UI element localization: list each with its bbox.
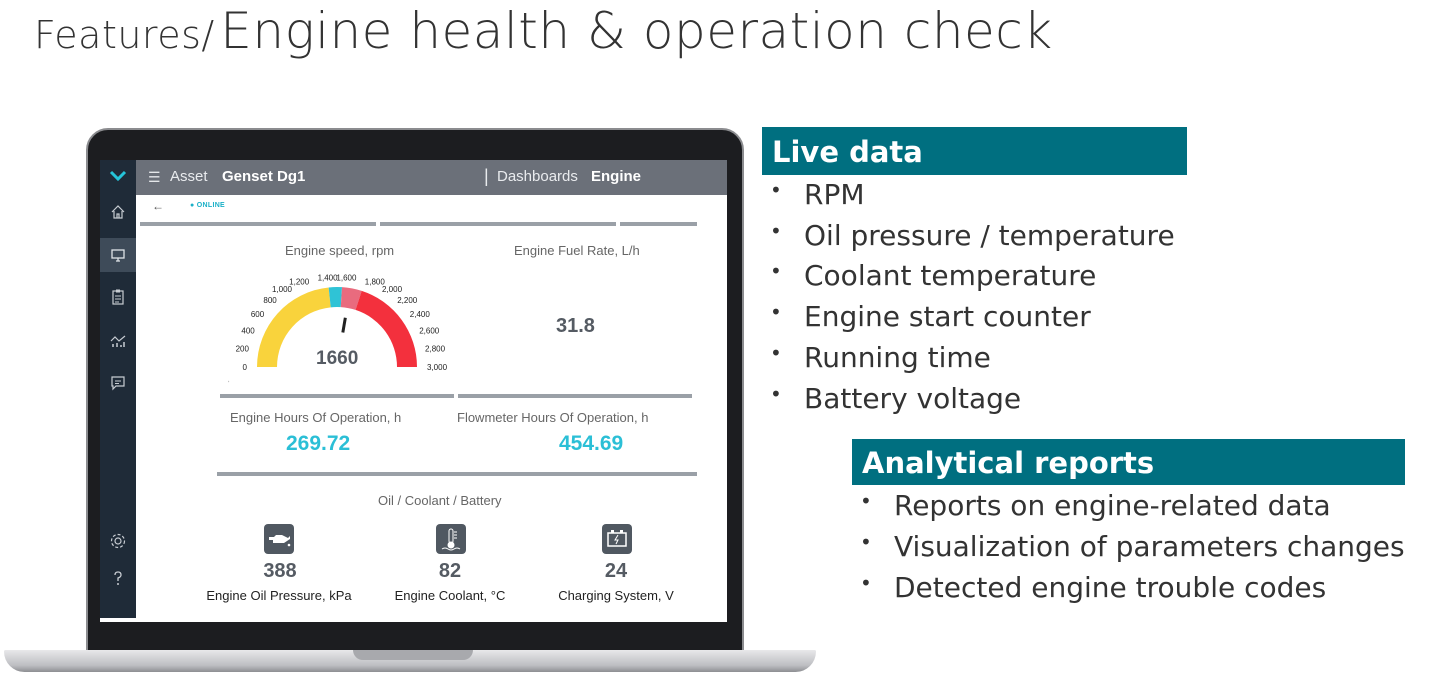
gauge-tick-label: 2,000 (382, 285, 403, 294)
dashboards-label: Dashboards (497, 168, 578, 185)
gauge-band (340, 287, 362, 310)
oil-pressure-value: 388 (263, 560, 297, 582)
list-item: Reports on engine-related data (894, 489, 1331, 522)
top-bar: ☰ Asset Genset Dg1 | Dashboards Engine (136, 160, 727, 195)
gauge-tick-label: 1,200 (289, 277, 310, 286)
sidebar (100, 160, 136, 618)
list-item: Running time (804, 341, 991, 374)
battery-icon (602, 524, 632, 554)
gauge-needle (341, 317, 347, 333)
engine-speed-title: Engine speed, rpm (285, 243, 395, 258)
divider (217, 472, 697, 476)
back-arrow-icon[interactable]: ← (152, 199, 164, 213)
laptop-base (4, 650, 816, 672)
title-prefix: Features/ (34, 13, 215, 57)
charging-label: Charging System, V (558, 588, 674, 603)
charging-value: 24 (604, 560, 628, 582)
coolant-value: 82 (438, 560, 462, 582)
gauge-tick-label: 1,400 (318, 273, 339, 282)
gauge-band (328, 287, 343, 308)
menu-icon[interactable]: ☰ (148, 169, 161, 185)
divider (620, 222, 697, 226)
engine-speed-value: 1660 (316, 348, 359, 369)
gauge-tick-label: 800 (263, 296, 277, 305)
fuel-rate-value: 31.8 (556, 315, 595, 337)
dashboard-selector[interactable]: Engine (591, 168, 642, 185)
live-data-heading: Live data (762, 127, 1187, 175)
list-item: Coolant temperature (804, 259, 1097, 292)
flowmeter-hours-title: Flowmeter Hours Of Operation, h (457, 410, 649, 425)
gauge-tick-label: 2,600 (419, 326, 440, 335)
slide-title: Features/ Engine health & operation chec… (34, 2, 1053, 60)
gauge-wave-icon (228, 380, 230, 383)
engine-hours-title: Engine Hours Of Operation, h (230, 410, 402, 425)
gauge-tick-label: 1,800 (365, 277, 386, 286)
title-main: Engine health & operation check (220, 2, 1053, 60)
gauge-tick-label: 1,000 (272, 285, 293, 294)
divider (458, 394, 692, 398)
online-status-badge: ● ONLINE (190, 202, 226, 209)
gauge-tick-label: 600 (251, 310, 265, 319)
thermometer-icon (436, 524, 466, 554)
gauge-tick-label: 2,400 (410, 310, 431, 319)
gauge-tick-label: 200 (236, 344, 250, 353)
list-item: Engine start counter (804, 300, 1091, 333)
list-item: Oil pressure / temperature (804, 219, 1175, 252)
divider (380, 222, 616, 226)
gauge-tick-label: 3,000 (427, 363, 448, 372)
online-status-text: ONLINE (196, 202, 226, 209)
oil-can-icon (264, 524, 294, 554)
gauge-tick-label: 2,200 (397, 296, 418, 305)
list-item: Visualization of parameters changes (894, 530, 1405, 563)
app-screen: ☰ Asset Genset Dg1 | Dashboards Engine ←… (100, 160, 727, 622)
list-item: RPM (804, 178, 865, 211)
chat-icon[interactable] (100, 366, 136, 400)
coolant-label: Engine Coolant, °C (394, 588, 506, 603)
laptop-notch (353, 650, 473, 660)
asset-selector[interactable]: Genset Dg1 (222, 168, 306, 185)
logo-chevron-icon[interactable] (108, 168, 128, 188)
chart-icon[interactable] (100, 324, 136, 358)
divider (220, 394, 454, 398)
gauge-tick-label: 400 (241, 326, 255, 335)
oil-section-title: Oil / Coolant / Battery (378, 493, 502, 508)
monitor-icon[interactable] (100, 238, 136, 272)
divider (140, 222, 376, 226)
list-item: Detected engine trouble codes (894, 571, 1327, 604)
flowmeter-hours-value: 454.69 (559, 432, 624, 455)
topbar-separator: | (484, 166, 489, 186)
analytical-reports-heading: Analytical reports (852, 439, 1405, 485)
gauge-tick-label: 2,800 (425, 344, 446, 353)
gear-icon[interactable] (100, 524, 136, 558)
help-icon[interactable] (100, 562, 136, 596)
fuel-rate-title: Engine Fuel Rate, L/h (514, 243, 640, 258)
gauge-tick-label: 0 (243, 363, 248, 372)
live-data-list: • RPM • Oil pressure / temperature • Coolan… (770, 178, 1175, 415)
gauge-band (355, 290, 417, 367)
home-icon[interactable] (100, 195, 136, 229)
oil-pressure-label: Engine Oil Pressure, kPa (206, 588, 352, 603)
analytical-reports-list: • Reports on engine-related data • Visuali… (860, 489, 1405, 604)
engine-hours-value: 269.72 (286, 432, 351, 455)
list-item: Battery voltage (804, 382, 1022, 415)
clipboard-icon[interactable] (100, 280, 136, 314)
gauge-tick-label: 1,600 (336, 273, 357, 282)
asset-label: Asset (170, 168, 208, 185)
gauge-band (257, 287, 331, 367)
